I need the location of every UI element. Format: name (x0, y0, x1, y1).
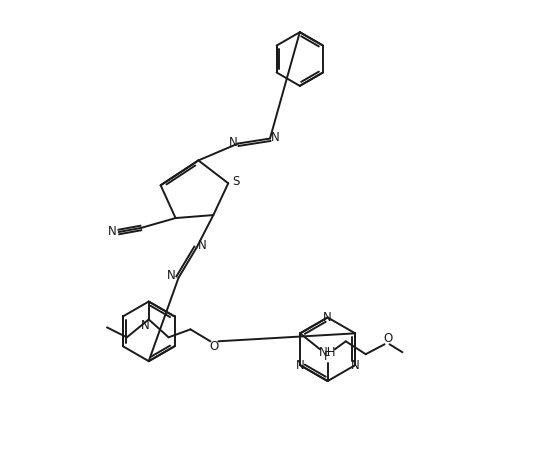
Text: O: O (210, 340, 219, 353)
Text: NH: NH (319, 346, 337, 359)
Text: N: N (108, 226, 116, 238)
Text: N: N (229, 136, 237, 149)
Text: N: N (296, 359, 304, 372)
Text: S: S (233, 175, 240, 188)
Text: N: N (271, 131, 279, 144)
Text: N: N (198, 239, 207, 252)
Text: N: N (167, 269, 176, 282)
Text: F: F (324, 350, 331, 363)
Text: N: N (351, 359, 360, 372)
Text: O: O (383, 332, 392, 345)
Text: N: N (140, 319, 149, 332)
Text: N: N (323, 311, 332, 324)
